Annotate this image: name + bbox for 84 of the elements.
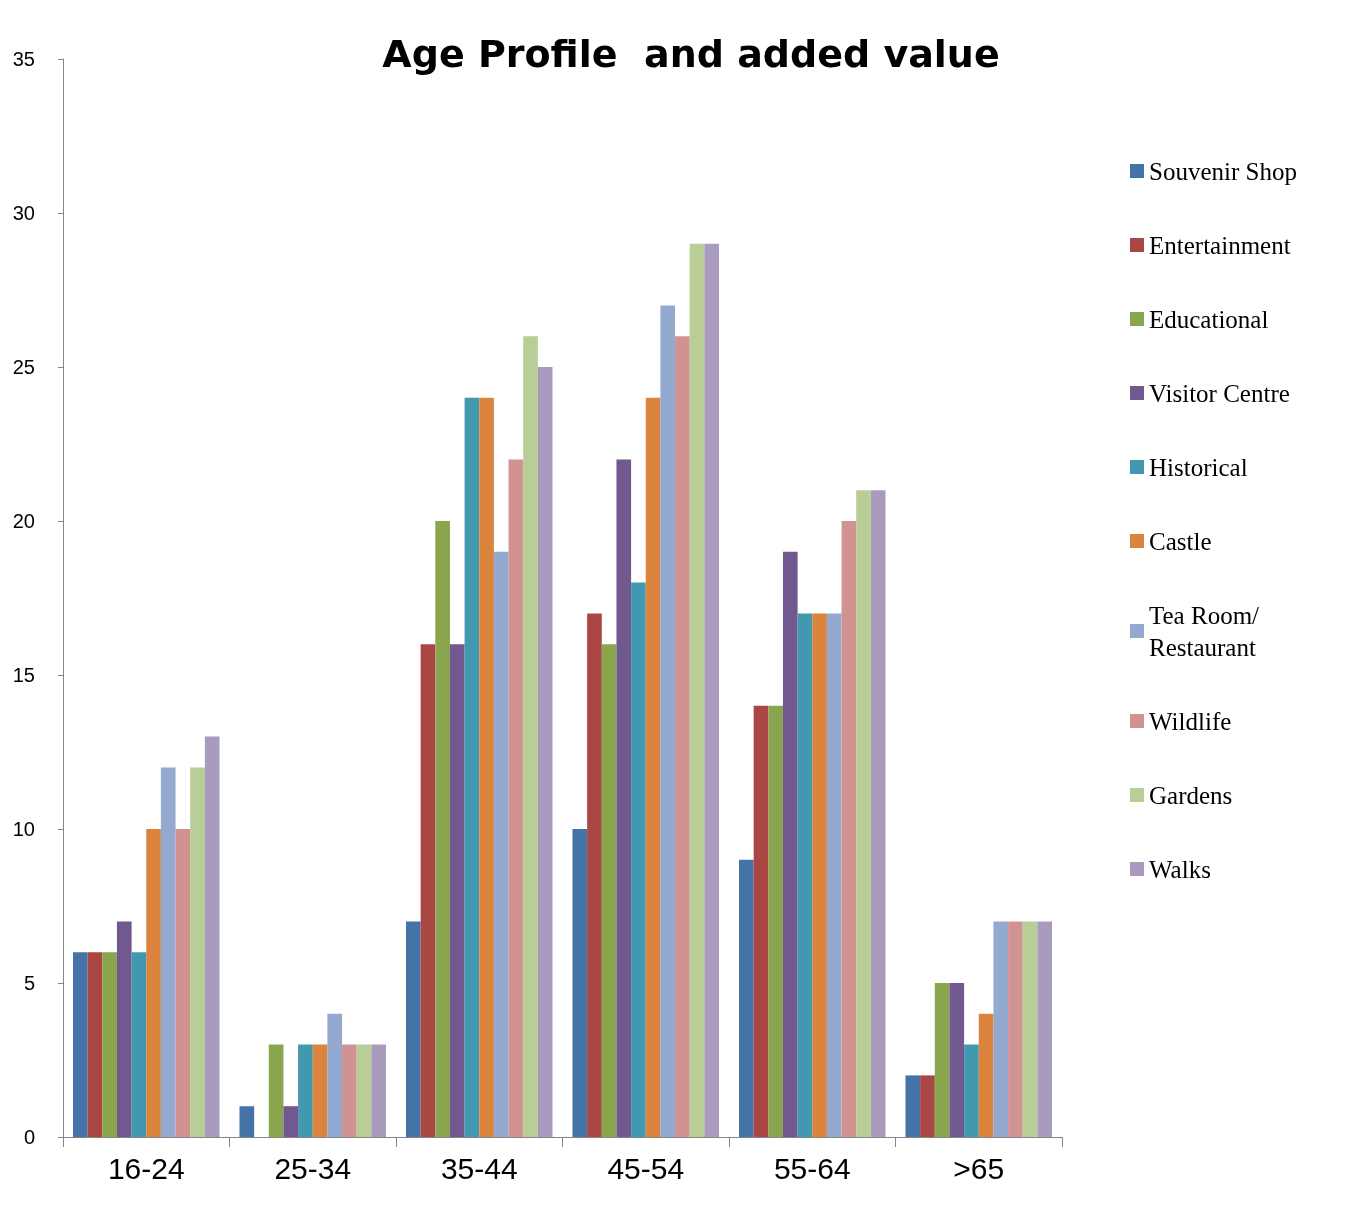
bar bbox=[493, 551, 509, 1137]
x-tick-label: 25-34 bbox=[274, 1151, 352, 1185]
bar bbox=[920, 1075, 935, 1137]
y-tick-label: 0 bbox=[23, 1126, 35, 1148]
legend-label: Castle bbox=[1149, 527, 1212, 555]
bar bbox=[826, 613, 842, 1137]
bar bbox=[660, 305, 676, 1137]
legend-label: Visitor Centre bbox=[1149, 379, 1290, 407]
bar bbox=[601, 644, 617, 1137]
legend-label: Souvenir Shop bbox=[1149, 157, 1297, 185]
x-tick-label: 16-24 bbox=[107, 1151, 185, 1185]
bar bbox=[420, 644, 436, 1137]
legend-label: Gardens bbox=[1149, 781, 1233, 809]
bar bbox=[116, 921, 132, 1137]
bar bbox=[537, 367, 553, 1137]
bar bbox=[204, 736, 220, 1137]
bar bbox=[856, 490, 871, 1137]
x-tick-label: >65 bbox=[953, 1151, 1005, 1185]
bar bbox=[464, 397, 480, 1137]
y-tick-label: 35 bbox=[12, 48, 35, 70]
bar bbox=[479, 397, 494, 1137]
bar bbox=[934, 983, 950, 1137]
bar bbox=[1022, 921, 1038, 1137]
bar bbox=[175, 829, 191, 1137]
bar bbox=[572, 829, 588, 1137]
y-tick-label: 25 bbox=[12, 356, 35, 378]
bar bbox=[298, 1044, 313, 1137]
y-tick-label: 15 bbox=[12, 664, 35, 686]
bar bbox=[978, 1013, 994, 1137]
legend-label: Walks bbox=[1149, 855, 1211, 883]
legend-label: Entertainment bbox=[1149, 231, 1291, 259]
y-tick-label: 30 bbox=[12, 202, 35, 224]
bar bbox=[342, 1044, 357, 1137]
x-tick-label: 55-64 bbox=[773, 1151, 851, 1185]
bar bbox=[87, 952, 103, 1137]
bar bbox=[645, 397, 661, 1137]
bar bbox=[523, 336, 538, 1137]
bar bbox=[768, 705, 783, 1137]
bar bbox=[1008, 921, 1023, 1137]
bar bbox=[841, 521, 857, 1137]
bar bbox=[753, 705, 769, 1137]
bar bbox=[283, 1106, 299, 1137]
bar bbox=[508, 459, 524, 1137]
bar bbox=[435, 521, 450, 1137]
bar bbox=[312, 1044, 328, 1137]
legend-label: Historical bbox=[1149, 453, 1248, 481]
bar bbox=[631, 582, 646, 1137]
y-tick-label: 5 bbox=[23, 972, 35, 994]
bar bbox=[870, 490, 886, 1137]
x-tick-label: 45-54 bbox=[607, 1151, 685, 1185]
chart-title: Age Profile and added value bbox=[382, 32, 1000, 76]
bar bbox=[239, 1106, 255, 1137]
bar bbox=[964, 1044, 979, 1137]
x-tick-label: 35-44 bbox=[440, 1151, 518, 1185]
bar bbox=[449, 644, 465, 1137]
bar bbox=[1037, 921, 1053, 1137]
bar bbox=[371, 1044, 387, 1137]
y-tick-label: 20 bbox=[12, 510, 35, 532]
bar bbox=[616, 459, 632, 1137]
bar bbox=[131, 952, 147, 1137]
bar bbox=[689, 243, 705, 1137]
legend-label: Educational bbox=[1149, 305, 1269, 333]
bar bbox=[327, 1013, 343, 1137]
bar bbox=[405, 921, 421, 1137]
bar bbox=[905, 1075, 921, 1137]
bar bbox=[797, 613, 813, 1137]
bar bbox=[72, 952, 88, 1137]
bar bbox=[704, 243, 720, 1137]
bar bbox=[738, 859, 754, 1137]
legend-label: Tea Room/ Restaurant bbox=[1149, 601, 1266, 661]
bar bbox=[675, 336, 690, 1137]
bar bbox=[146, 829, 161, 1137]
bar bbox=[993, 921, 1009, 1137]
bar bbox=[782, 551, 798, 1137]
legend-label: Wildlife bbox=[1149, 707, 1232, 735]
bar bbox=[356, 1044, 372, 1137]
y-tick-label: 10 bbox=[12, 818, 35, 840]
bar bbox=[268, 1044, 284, 1137]
bar bbox=[949, 983, 965, 1137]
bar bbox=[587, 613, 602, 1137]
bar bbox=[812, 613, 827, 1137]
bar bbox=[190, 767, 205, 1137]
bar bbox=[160, 767, 176, 1137]
bar bbox=[102, 952, 117, 1137]
